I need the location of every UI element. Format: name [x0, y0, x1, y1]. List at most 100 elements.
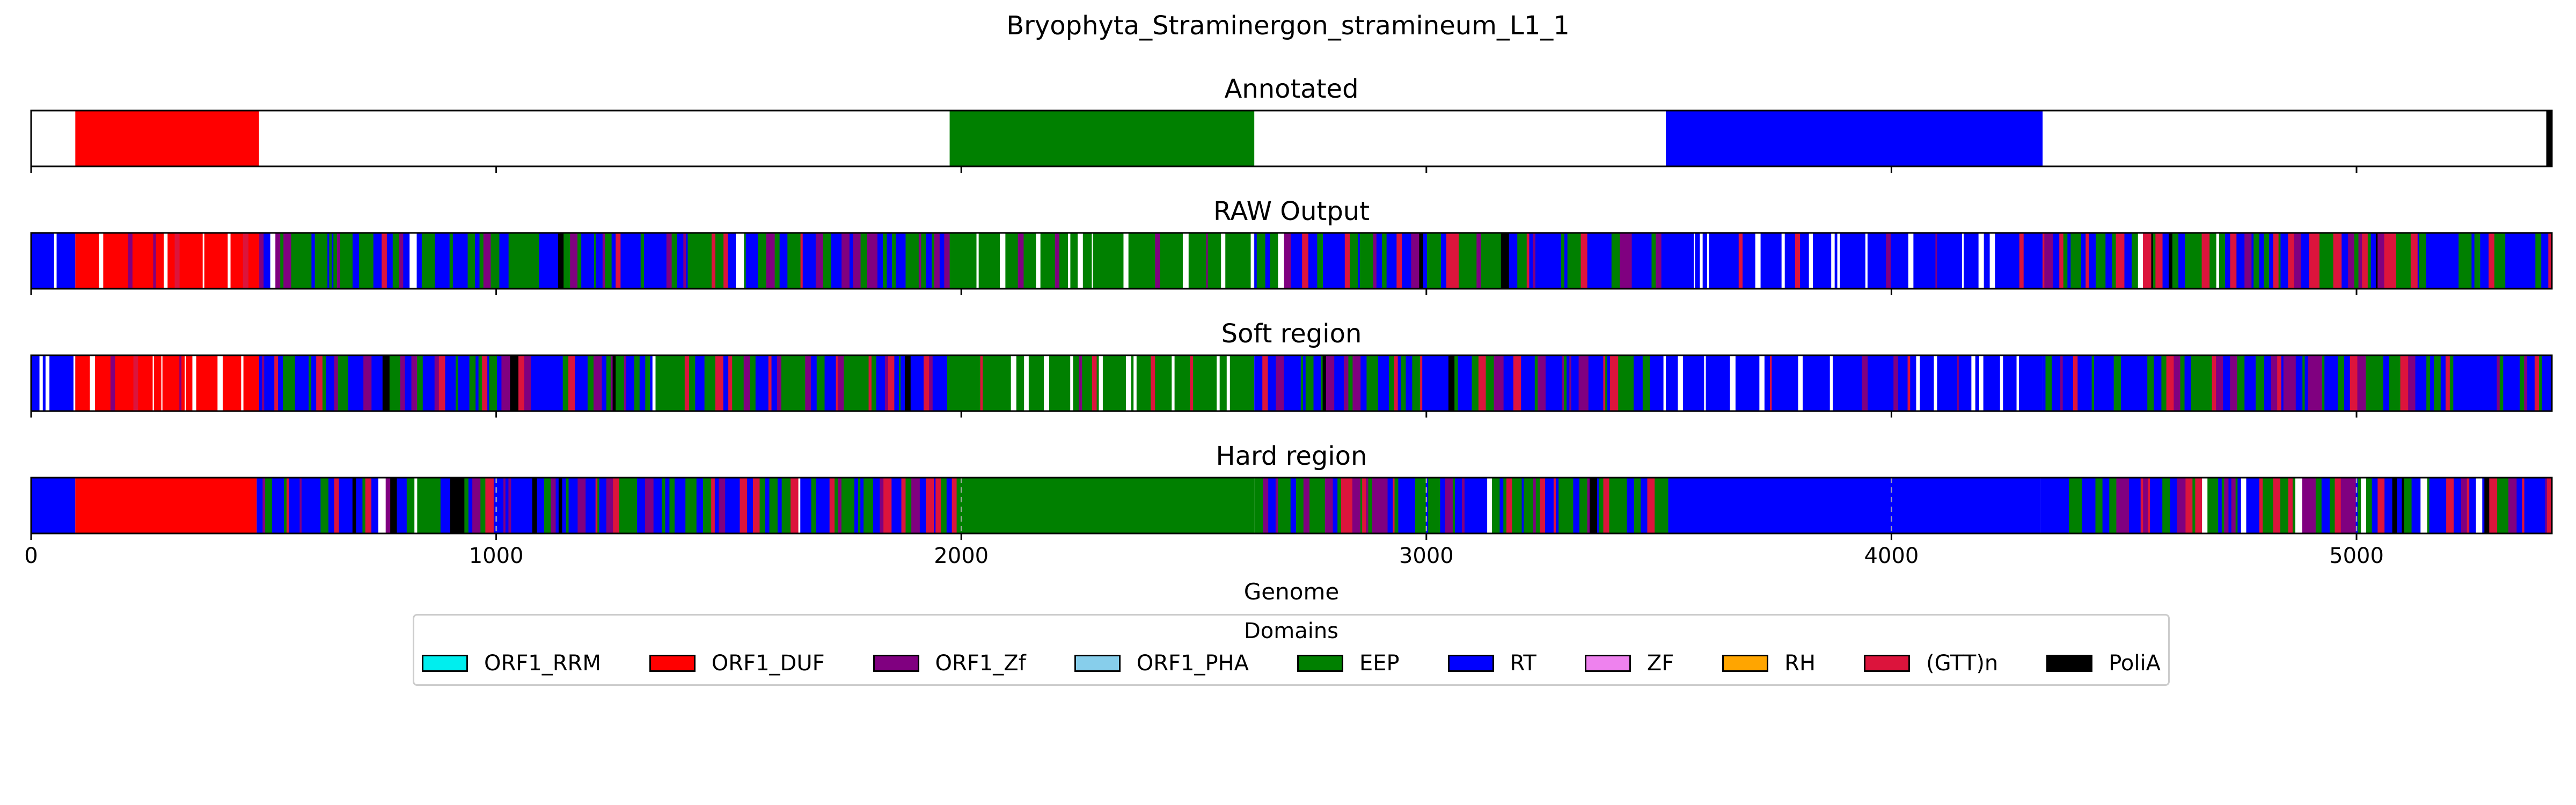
legend-item: (GTT)n [1863, 651, 1998, 676]
domain-stripe [1586, 355, 1589, 411]
domain-stripe [1411, 233, 1419, 289]
domain-stripe [1916, 355, 1920, 411]
domain-stripe [307, 233, 312, 289]
domain-stripe [1509, 233, 1518, 289]
domain-stripe [2522, 478, 2525, 533]
domain-stripe [622, 478, 630, 533]
legend-swatch [1297, 655, 1343, 672]
domain-stripe [941, 478, 947, 533]
domain-stripe [1349, 478, 1353, 533]
domain-stripe [474, 233, 480, 289]
domain-stripe [411, 355, 418, 411]
domain-stripe [243, 233, 248, 289]
domain-stripe [2218, 478, 2222, 533]
domain-stripe [674, 478, 679, 533]
domain-stripe [302, 233, 305, 289]
domain-stripe [202, 233, 204, 289]
domain-stripe [593, 355, 603, 411]
domain-stripe [769, 478, 778, 533]
domain-stripe [1340, 355, 1342, 411]
domain-stripe [1337, 478, 1342, 533]
domain-stripe [798, 355, 806, 411]
domain-stripe [2043, 233, 2045, 289]
domain-stripe [1730, 355, 1736, 411]
domain-stripe [299, 478, 302, 533]
domain-stripe [599, 478, 604, 533]
domain-stripe [1337, 233, 1345, 289]
domain-stripe [1526, 478, 1534, 533]
domain-stripe [696, 478, 704, 533]
domain-stripe [345, 355, 349, 411]
domain-stripe [531, 355, 539, 411]
segment-rt [1666, 111, 2043, 166]
domain-stripe [1382, 233, 1387, 289]
track-title-raw-output: RAW Output [1213, 196, 1370, 226]
domain-stripe [2493, 355, 2498, 411]
domain-stripe [873, 478, 875, 533]
domain-stripe [423, 478, 428, 533]
domain-stripe [2408, 355, 2416, 411]
domain-stripe [554, 355, 564, 411]
domain-stripe [1564, 233, 1568, 289]
domain-stripe [2454, 478, 2458, 533]
domain-stripe [2445, 355, 2450, 411]
domain-stripe [2248, 355, 2256, 411]
domain-stripe [1436, 233, 1441, 289]
domain-stripe [2338, 355, 2345, 411]
domain-stripe [2511, 233, 2516, 289]
domain-stripe [2084, 355, 2092, 411]
domain-stripe [2016, 355, 2019, 411]
segment-polia [2546, 111, 2552, 166]
domain-stripe [666, 233, 672, 289]
domain-stripe [562, 478, 567, 533]
domain-stripe [2201, 233, 2210, 289]
domain-stripe [2481, 355, 2488, 411]
domain-stripe [844, 355, 852, 411]
domain-stripe [153, 233, 156, 289]
legend-swatch [1074, 655, 1121, 672]
domain-stripe [511, 478, 519, 533]
domain-stripe [2085, 233, 2090, 289]
domain-stripe [1254, 355, 1263, 411]
domain-stripe [2397, 478, 2403, 533]
domain-stripe [831, 233, 840, 289]
domain-stripe [1359, 233, 1363, 289]
domain-stripe [2120, 478, 2129, 533]
domain-stripe [1755, 233, 1761, 289]
x-axis-label: Genome [1243, 579, 1340, 605]
domain-stripe [2281, 355, 2284, 411]
domain-stripe [976, 233, 979, 289]
domain-stripe [1412, 355, 1415, 411]
legend: Domains ORF1_RRM ORF1_DUF ORF1_Zf ORF1_PHA E… [413, 614, 2170, 686]
domain-stripe [2465, 355, 2475, 411]
domain-stripe [379, 355, 383, 411]
domain-stripe [1270, 233, 1279, 289]
domain-stripe [482, 478, 486, 533]
domain-stripe [669, 355, 677, 411]
domain-stripe [352, 478, 356, 533]
domain-stripe [2184, 355, 2192, 411]
domain-stripe [2539, 233, 2542, 289]
domain-stripe [2449, 355, 2454, 411]
region-orf1-duf [75, 355, 259, 411]
domain-stripe [616, 233, 621, 289]
domain-stripe [2548, 233, 2552, 289]
domain-stripe [2330, 478, 2336, 533]
domain-stripe [315, 478, 321, 533]
domain-stripe [359, 233, 365, 289]
domain-stripe [2049, 478, 2055, 533]
domain-stripe [1420, 355, 1423, 411]
domain-stripe [1655, 478, 1658, 533]
domain-stripe [2040, 478, 2045, 533]
domain-stripe [841, 478, 850, 533]
domain-stripe [894, 478, 902, 533]
domain-stripe [1562, 355, 1564, 411]
domain-stripe [2453, 355, 2459, 411]
domain-stripe [2162, 478, 2170, 533]
domain-stripe [2147, 355, 2154, 411]
domain-stripe [326, 355, 335, 411]
legend-item: PoliA [2046, 651, 2161, 676]
domain-stripe [544, 478, 551, 533]
domain-stripe [386, 233, 393, 289]
domain-stripe [356, 478, 363, 533]
